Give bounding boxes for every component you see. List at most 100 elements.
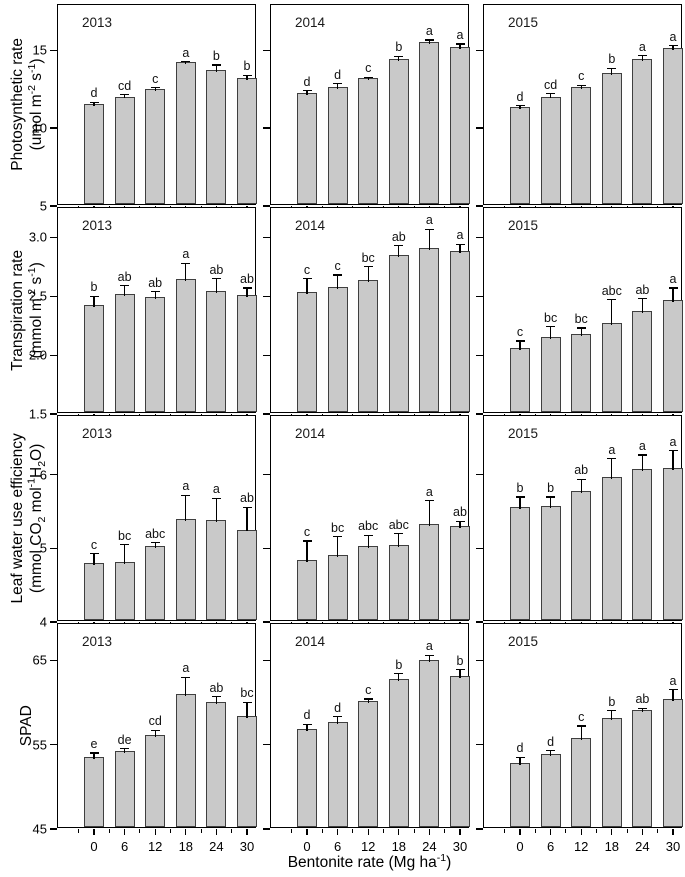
- y-axis-tick: [262, 828, 270, 830]
- y-axis-tick: [262, 127, 270, 129]
- significance-letter: d: [334, 700, 342, 715]
- significance-letter: b: [395, 657, 403, 672]
- chart-panel-2014-photosynthetic-rate: 2014 d d c b a a: [262, 4, 470, 212]
- error-bar: [672, 45, 674, 51]
- error-bar-cap: [181, 262, 191, 264]
- bar: [297, 93, 317, 204]
- significance-letter: b: [212, 48, 220, 63]
- bar: [297, 729, 317, 827]
- bar: [327, 287, 348, 412]
- error-bar: [367, 699, 369, 704]
- error-bar: [398, 56, 400, 62]
- bar: [510, 507, 530, 620]
- error-bar-cap: [515, 104, 525, 107]
- y-axis-label-unit: (umol m-2 s-1): [26, 38, 46, 171]
- y-axis-label-name: SPAD: [18, 704, 36, 747]
- significance-letter: a: [182, 479, 190, 494]
- error-bar-cap: [333, 274, 343, 276]
- error-bar: [611, 299, 613, 325]
- bar: [540, 336, 561, 412]
- y-axis-label-name: Photosynthetic rate: [8, 38, 26, 171]
- x-tick-label: 0: [303, 839, 311, 854]
- significance-letter: c: [365, 61, 372, 76]
- year-label: 2013: [82, 426, 113, 441]
- label-text: (mmol CO: [28, 522, 45, 593]
- error-bar: [306, 278, 308, 294]
- y-axis-tick: [262, 474, 270, 476]
- bar: [388, 255, 409, 412]
- significance-letter: a: [669, 434, 677, 449]
- error-bar-cap: [668, 44, 678, 47]
- significance-letter: ab: [391, 229, 406, 244]
- bar: [358, 280, 379, 412]
- error-bar: [428, 229, 430, 251]
- error-bar: [124, 94, 126, 99]
- x-axis-tick: [519, 828, 521, 835]
- error-bar-cap: [394, 55, 404, 57]
- significance-letter: d: [334, 67, 342, 82]
- x-axis-tick: [246, 828, 248, 835]
- y-axis-tick: [262, 295, 270, 297]
- y-axis-tick: [475, 236, 483, 239]
- significance-letter: d: [303, 74, 311, 89]
- significance-letter: c: [90, 537, 98, 552]
- error-bar: [124, 285, 126, 297]
- error-bar: [337, 83, 339, 90]
- label-text: s: [28, 276, 45, 289]
- y-axis-tick: [49, 49, 57, 51]
- bar: [419, 659, 440, 827]
- significance-letter: d: [516, 741, 524, 756]
- significance-letter: b: [243, 59, 251, 74]
- error-bar-cap: [211, 278, 221, 280]
- bar: [114, 294, 135, 412]
- label-text: Bentonite rate (Mg ha: [287, 854, 437, 871]
- year-label: 2015: [508, 634, 539, 649]
- significance-letter: ab: [240, 491, 254, 506]
- x-axis-tick: [672, 828, 674, 835]
- error-bar: [124, 544, 126, 564]
- y-tick-label: 65: [32, 652, 47, 668]
- significance-letter: bc: [330, 520, 345, 535]
- x-tick-label: 6: [546, 839, 555, 854]
- y-tick-label: 6: [39, 467, 47, 483]
- significance-letter: c: [303, 525, 311, 540]
- y-axis-tick: [475, 828, 483, 830]
- significance-letter: c: [578, 69, 585, 84]
- y-axis-tick: [262, 413, 270, 415]
- y-axis-tick: [475, 354, 483, 356]
- significance-letter: de: [117, 732, 132, 747]
- error-bar-cap: [181, 494, 191, 497]
- x-tick-label: 12: [147, 839, 163, 854]
- label-text: ): [28, 58, 46, 64]
- error-bar: [93, 296, 95, 307]
- bar: [450, 46, 470, 204]
- x-axis-tick: [428, 828, 430, 835]
- bar: [571, 334, 592, 412]
- error-bar-cap: [424, 39, 434, 41]
- year-label: 2014: [295, 426, 326, 441]
- y-axis-tick: [49, 127, 57, 129]
- y-axis-label-name: Leaf water use efficiency: [8, 432, 26, 604]
- label-sub: 2: [36, 516, 49, 523]
- significance-letter: ab: [574, 463, 589, 478]
- y-axis-tick: [262, 205, 270, 207]
- bar: [206, 290, 227, 412]
- y-axis-tick: [262, 354, 270, 356]
- y-axis-label-text: Photosynthetic rate (umol m-2 s-1): [8, 38, 47, 171]
- label-text: s: [28, 73, 46, 86]
- significance-letter: a: [425, 213, 433, 228]
- x-tick-label: 0: [90, 839, 98, 854]
- y-axis-label: Leaf water use efficiency (mmol CO2 mol-1…: [0, 415, 54, 621]
- x-tick-label: 12: [573, 839, 589, 854]
- significance-letter: a: [425, 484, 433, 499]
- y-axis-label: Transpiration rate (mmol m-2 s-1): [0, 207, 54, 413]
- error-bar: [428, 40, 430, 44]
- x-axis-tick: [398, 828, 400, 835]
- x-axis-title: Bentonite rate (Mg ha-1): [57, 853, 682, 872]
- error-bar-cap: [455, 668, 465, 671]
- error-bar: [398, 533, 400, 547]
- bar: [571, 490, 592, 620]
- error-bar: [519, 105, 521, 110]
- error-bar-cap: [424, 500, 434, 502]
- error-bar: [93, 753, 95, 759]
